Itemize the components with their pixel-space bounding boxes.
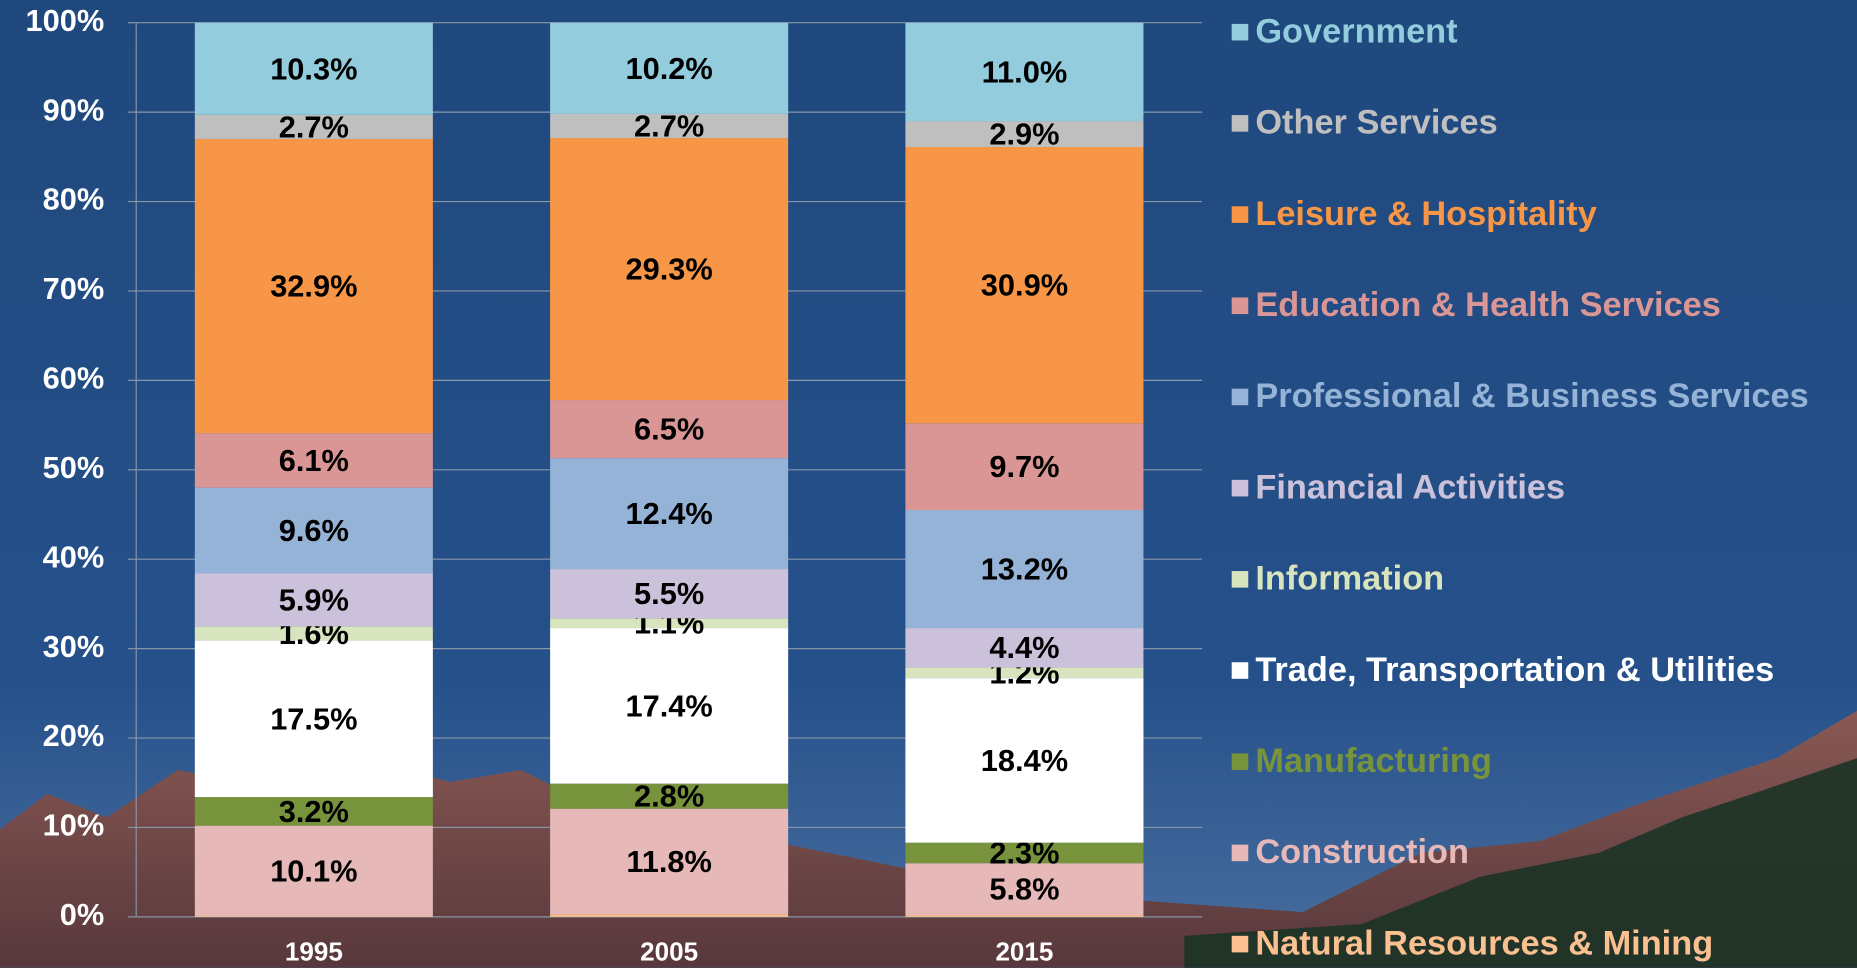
bar-segment (905, 510, 1144, 629)
data-label: 5.9% (279, 582, 349, 617)
data-label: 12.4% (625, 496, 712, 531)
legend-swatch (1231, 23, 1249, 41)
data-label: 6.5% (634, 412, 704, 447)
y-tick-label: 50% (43, 450, 105, 485)
bar-segment (550, 783, 789, 809)
legend-swatch (1231, 844, 1249, 862)
data-label: 18.4% (981, 743, 1068, 778)
bar-segment (905, 628, 1144, 668)
y-tick-label: 20% (43, 718, 105, 753)
data-label: 13.2% (981, 552, 1068, 587)
data-label: 11.0% (982, 54, 1068, 89)
legend-label: Education & Health Services (1255, 286, 1721, 324)
data-label: 11.8% (626, 844, 712, 879)
y-tick-label: 60% (43, 361, 105, 396)
data-label: 10.1% (270, 853, 357, 888)
bar-segment (550, 400, 789, 459)
bar-segment (550, 808, 789, 915)
bar-segment (194, 915, 433, 917)
bar-segment (194, 114, 433, 139)
y-tick-label: 30% (43, 629, 105, 664)
bar-segment (905, 842, 1144, 864)
bar-segment (194, 138, 433, 434)
data-label: 29.3% (625, 252, 712, 287)
legend-label: Professional & Business Services (1255, 377, 1808, 415)
bar-segment (194, 825, 433, 916)
legend-label: Manufacturing (1255, 742, 1491, 780)
bar-segment (905, 863, 1144, 916)
data-label: 2.7% (279, 109, 349, 144)
bar-segment (905, 22, 1144, 122)
bar-segment (194, 487, 433, 574)
bar-segment (194, 626, 433, 641)
x-tick-label: 1995 (285, 936, 343, 966)
bar-segment (550, 458, 789, 570)
legend-swatch (1231, 753, 1249, 771)
data-label: 2.7% (634, 108, 704, 143)
data-label: 9.7% (989, 449, 1059, 484)
x-tick-label: 2005 (640, 936, 698, 966)
legend-label: Trade, Transportation & Utilities (1255, 651, 1774, 689)
data-label: 6.1% (279, 443, 349, 478)
bar-segment (550, 113, 789, 139)
bar-segment (550, 138, 789, 401)
legend-swatch (1231, 662, 1249, 679)
legend-swatch (1231, 479, 1249, 497)
y-tick-label: 70% (43, 271, 105, 306)
bar-segment (194, 22, 433, 115)
bar-segment (905, 423, 1144, 511)
legend-swatch (1231, 115, 1249, 132)
bar-segment (905, 121, 1144, 147)
y-tick-label: 90% (43, 92, 105, 127)
data-label: 3.2% (279, 794, 349, 829)
data-label: 17.4% (625, 688, 712, 723)
data-label: 4.4% (989, 630, 1059, 665)
data-label: 9.6% (279, 513, 349, 548)
y-tick-label: 0% (60, 897, 105, 932)
mountains (0, 710, 1857, 968)
legend-swatch (1231, 935, 1249, 953)
y-tick-label: 40% (43, 539, 105, 574)
bar-segment (905, 146, 1144, 424)
bar-segment (905, 678, 1144, 843)
data-label: 5.8% (989, 872, 1059, 907)
legend-label: Information (1255, 560, 1444, 598)
y-tick-label: 100% (25, 3, 104, 38)
bar-segment (550, 618, 789, 629)
legend-swatch (1231, 297, 1249, 315)
bar-segment (550, 22, 789, 114)
legend-label: Natural Resources & Mining (1255, 924, 1713, 962)
bar-segment (550, 628, 789, 784)
data-label: 2.8% (634, 779, 704, 814)
bar-segment (905, 915, 1144, 917)
data-label: 32.9% (270, 269, 357, 304)
data-label: 17.5% (270, 701, 357, 736)
y-tick-label: 80% (43, 182, 105, 217)
legend-swatch (1231, 206, 1249, 223)
x-tick-label: 2015 (995, 936, 1053, 966)
legend-swatch (1231, 388, 1249, 406)
data-label: 2.9% (989, 117, 1059, 152)
data-label: 10.2% (625, 51, 712, 86)
data-label: 10.3% (270, 51, 357, 86)
legend-label: Leisure & Hospitality (1255, 195, 1596, 233)
data-label: 30.9% (981, 268, 1068, 303)
data-label: 5.5% (634, 576, 704, 611)
legend-label: Financial Activities (1255, 468, 1565, 506)
forest (1184, 758, 1857, 968)
bar-segment (905, 667, 1144, 679)
legend-label: Government (1255, 12, 1458, 50)
y-tick-label: 10% (43, 808, 105, 843)
bar-segment (194, 573, 433, 627)
bar-segment (550, 569, 789, 619)
bar-segment (194, 640, 433, 798)
legend-label: Construction (1255, 833, 1469, 871)
bar-segment (550, 914, 789, 917)
legend-label: Other Services (1255, 104, 1497, 142)
bar-segment (194, 797, 433, 826)
legend-swatch (1231, 571, 1249, 588)
bar-segment (194, 433, 433, 488)
